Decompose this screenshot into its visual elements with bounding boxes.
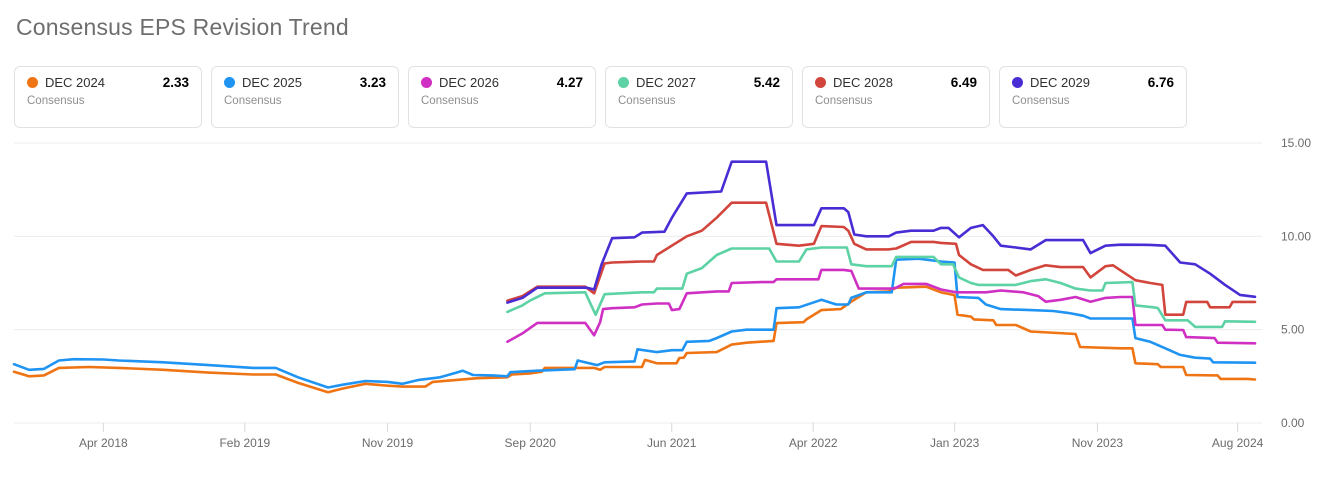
series-line-dec-2024-consensus [12, 285, 1257, 394]
legend-sublabel: Consensus [815, 95, 873, 107]
y-axis-label: 0.00 [1281, 416, 1305, 430]
legend-sublabel: Consensus [224, 95, 282, 107]
page-title: Consensus EPS Revision Trend [16, 14, 349, 40]
series-color-dot [224, 77, 235, 88]
legend-sublabel: Consensus [1012, 95, 1070, 107]
legend-card-dec-2025[interactable]: DEC 2025 3.23 Consensus [211, 66, 399, 128]
legend-year-label: DEC 2029 [1030, 75, 1090, 90]
x-axis-label: Sep 2020 [505, 436, 557, 450]
legend-value: 5.42 [753, 75, 780, 90]
x-axis-label: Aug 2024 [1212, 436, 1264, 450]
legend-year-label: DEC 2028 [833, 75, 893, 90]
legend-card-dec-2024[interactable]: DEC 2024 2.33 Consensus [14, 66, 202, 128]
legend-year-label: DEC 2027 [636, 75, 696, 90]
chart-plot-area[interactable]: 0.00 5.00 10.00 15.00 Apr 2018 Feb 2019 Nov 20… [0, 130, 1326, 482]
x-axis-label: Feb 2019 [219, 436, 270, 450]
series-line-dec-2027-consensus [506, 246, 1257, 329]
legend-year-label: DEC 2026 [439, 75, 499, 90]
legend-card-dec-2027[interactable]: DEC 2027 5.42 Consensus [605, 66, 793, 128]
legend-year-label: DEC 2024 [45, 75, 105, 90]
legend-card-dec-2026[interactable]: DEC 2026 4.27 Consensus [408, 66, 596, 128]
x-axis-label: Apr 2018 [79, 436, 128, 450]
x-axis-label: Nov 2023 [1072, 436, 1124, 450]
series-line-dec-2028-consensus [506, 201, 1257, 316]
x-axis-label: Apr 2022 [789, 436, 838, 450]
legend-value: 3.23 [359, 75, 386, 90]
legend-sublabel: Consensus [618, 95, 676, 107]
legend-value: 6.76 [1147, 75, 1174, 90]
eps-line-chart[interactable]: 0.00 5.00 10.00 15.00 Apr 2018 Feb 2019 Nov 20… [0, 130, 1326, 482]
series-color-dot [618, 77, 629, 88]
legend-year-label: DEC 2025 [242, 75, 302, 90]
y-axis-label: 10.00 [1281, 229, 1311, 243]
series-line-dec-2029-consensus [506, 160, 1257, 304]
legend-sublabel: Consensus [27, 95, 85, 107]
y-axis-label: 5.00 [1281, 323, 1305, 337]
series-color-dot [1012, 77, 1023, 88]
series-color-dot [421, 77, 432, 88]
series-line-dec-2026-consensus [506, 268, 1257, 345]
y-axis-label: 15.00 [1281, 136, 1311, 150]
legend-value: 2.33 [162, 75, 189, 90]
series-color-dot [815, 77, 826, 88]
series-line-dec-2025-consensus [12, 257, 1257, 389]
x-axis-label: Jun 2021 [647, 436, 697, 450]
legend-card-dec-2028[interactable]: DEC 2028 6.49 Consensus [802, 66, 990, 128]
legend-sublabel: Consensus [421, 95, 479, 107]
legend-value: 6.49 [950, 75, 977, 90]
x-axis-label: Nov 2019 [362, 436, 414, 450]
series-color-dot [27, 77, 38, 88]
legend-value: 4.27 [556, 75, 583, 90]
x-axis-label: Jan 2023 [930, 436, 980, 450]
legend-card-dec-2029[interactable]: DEC 2029 6.76 Consensus [999, 66, 1187, 128]
legend-row: DEC 2024 2.33 Consensus DEC 2025 3.23 Co… [14, 66, 1187, 128]
